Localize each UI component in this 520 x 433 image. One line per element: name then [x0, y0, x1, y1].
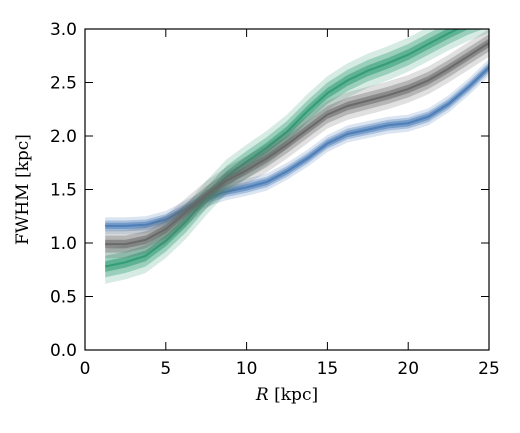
x-tick-label: 15: [317, 359, 339, 379]
series-2-band-2: [105, 38, 489, 249]
y-tick-label: 2.5: [50, 74, 77, 94]
x-tick-label: 0: [80, 359, 91, 379]
y-tick-label: 0.0: [50, 341, 77, 361]
y-tick-label: 1.5: [50, 181, 77, 201]
ticks-layer: 0 5 10 15 20 25 0.0 0.5 1.0 1.5 2.0 2.5 3.0: [50, 20, 500, 379]
series-0: [105, 59, 489, 235]
series-0-band-0: [105, 59, 489, 235]
series-2: [105, 29, 489, 258]
y-tick-label: 1.0: [50, 234, 77, 254]
x-tick-label: 25: [478, 359, 500, 379]
x-axis-label: R [kpc]: [255, 385, 318, 405]
x-tick-label: 5: [160, 359, 171, 379]
series-1: [104, 29, 489, 284]
y-tick-label: 0.5: [50, 288, 77, 308]
x-tick-label: 20: [397, 359, 419, 379]
y-axis-label: FWHM [kpc]: [13, 134, 33, 245]
series-1-line: [104, 29, 460, 268]
series-1-band-0: [105, 29, 489, 284]
x-tick-label: 10: [236, 359, 258, 379]
x-axis-label-variable: R: [255, 385, 269, 405]
y-tick-label: 3.0: [50, 20, 77, 40]
series-0-line: [105, 66, 489, 227]
series-1-band-1: [105, 29, 484, 278]
x-axis-label-unit: [kpc]: [269, 385, 318, 405]
series-layer: [104, 29, 489, 284]
y-tick-label: 2.0: [50, 127, 77, 147]
series-2-line: [105, 42, 489, 246]
